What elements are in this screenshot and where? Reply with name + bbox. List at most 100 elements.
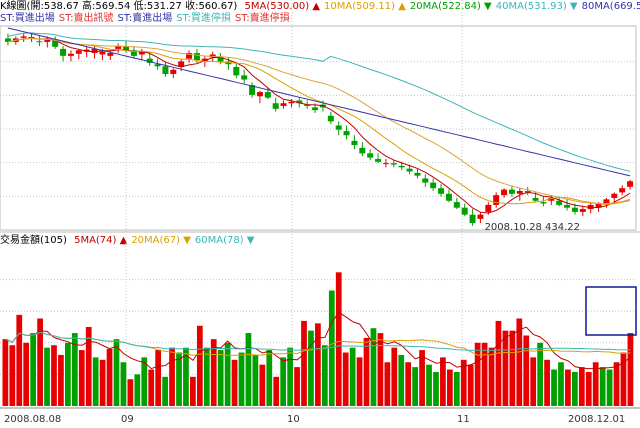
- volume-bar: [578, 367, 585, 406]
- candle-body: [272, 103, 279, 109]
- candle-body: [249, 85, 256, 95]
- ma-line: [7, 37, 631, 205]
- candle-body: [493, 195, 500, 205]
- candle-body: [28, 37, 35, 39]
- volume-bar: [446, 369, 453, 406]
- volume-bar: [613, 362, 620, 406]
- volume-bar: [252, 354, 259, 406]
- candle-body: [335, 125, 342, 130]
- x-label-month: 11: [457, 414, 470, 425]
- volume-bar: [349, 347, 356, 406]
- volume-bar: [273, 376, 280, 406]
- volume-bar: [16, 314, 23, 406]
- candle-body: [627, 181, 634, 187]
- volume-bar: [606, 369, 613, 406]
- volume-bar: [9, 345, 16, 406]
- candle-body: [445, 193, 452, 201]
- candle-body: [44, 39, 51, 42]
- volume-bar: [585, 371, 592, 406]
- candle-body: [201, 58, 208, 62]
- candle-body: [556, 200, 563, 205]
- candle-body: [178, 61, 185, 68]
- volume-bar: [328, 290, 335, 406]
- volume-bar: [196, 325, 203, 406]
- volume-bar: [551, 369, 557, 406]
- volume-bar: [217, 350, 224, 406]
- ohlc-text: K線圖(開:538.67 高:569.54 低:531.27 收:560.67): [0, 1, 238, 12]
- candle-body: [359, 147, 366, 154]
- ma-legend-item: 40MA(531.93) ▼: [495, 1, 578, 12]
- volume-bar: [85, 327, 92, 406]
- candle-body: [304, 104, 311, 107]
- volume-bar: [342, 352, 349, 406]
- volume-bar: [405, 362, 412, 406]
- volume-bar: [23, 342, 30, 406]
- ma-line: [7, 27, 631, 177]
- candle-body: [162, 66, 169, 74]
- volume-bar: [481, 342, 488, 406]
- x-label-start: 2008.08.08: [4, 414, 61, 425]
- volume-bar: [30, 333, 37, 406]
- volume-ma-legend: 5MA(74) ▲ 20MA(67) ▼ 60MA(78) ▼: [74, 235, 258, 246]
- volume-bar: [308, 330, 314, 406]
- candle-body: [91, 48, 98, 54]
- volume-bar: [321, 345, 328, 406]
- candle-body: [75, 50, 82, 54]
- candle-body: [138, 51, 145, 55]
- volume-bar: [558, 362, 564, 406]
- volume-bar: [162, 376, 168, 406]
- candle-body: [508, 189, 515, 194]
- volume-bar: [440, 357, 446, 406]
- candle-body: [485, 204, 492, 212]
- signal-legend-item: ST:賣進停損: [234, 13, 290, 24]
- volume-bar: [315, 323, 321, 406]
- candle-body: [225, 61, 232, 65]
- volume-bar: [433, 371, 439, 406]
- ma-line: [7, 37, 631, 214]
- volume-ma-line: [5, 331, 631, 351]
- volume-legend: 交易金額(105) 5MA(74) ▲ 20MA(67) ▼ 60MA(78) ▼: [0, 234, 640, 248]
- candle-body: [4, 38, 11, 42]
- candle-body: [20, 36, 27, 38]
- candle-body: [477, 214, 484, 219]
- volume-bar: [51, 345, 57, 406]
- volume-bar: [301, 320, 307, 406]
- candle-body: [548, 197, 555, 201]
- volume-bar: [509, 330, 516, 406]
- volume-bar: [190, 376, 196, 406]
- volume-bar: [592, 362, 599, 406]
- price-panel-frame: [0, 25, 637, 231]
- ma-legend-item: 5MA(530.00) ▲: [244, 1, 321, 12]
- signal-legend-item: ST:賣進出場: [117, 13, 173, 24]
- candle-body: [587, 204, 594, 210]
- volume-bar: [259, 364, 266, 406]
- candle-body: [209, 54, 216, 58]
- candle-body: [382, 163, 389, 165]
- volume-bar: [120, 362, 127, 406]
- volume-bar: [356, 357, 363, 406]
- volume-bar: [599, 367, 606, 406]
- candle-body: [595, 203, 602, 208]
- candle-body: [107, 53, 114, 56]
- candle-body: [123, 46, 130, 51]
- volume-ma-legend-item: 5MA(74) ▲: [74, 235, 128, 246]
- volume-bar: [238, 352, 245, 406]
- volume-bar: [377, 333, 384, 406]
- volume-bar: [412, 367, 419, 406]
- volume-bar: [99, 359, 106, 406]
- candle-body: [99, 51, 106, 55]
- candle-body: [217, 57, 224, 62]
- volume-bar: [495, 320, 502, 406]
- candle-body: [280, 103, 287, 107]
- signal-legend-item: ST:賣出訊號: [58, 13, 114, 24]
- volume-bar: [71, 333, 78, 406]
- volume-bar: [37, 318, 43, 406]
- volume-bar: [231, 359, 238, 406]
- candle-body: [540, 202, 547, 204]
- volume-bar: [523, 335, 530, 406]
- ma-legend-item: 10MA(509.11) ▲: [324, 1, 406, 12]
- volume-bar: [537, 342, 544, 406]
- volume-bar: [391, 347, 398, 406]
